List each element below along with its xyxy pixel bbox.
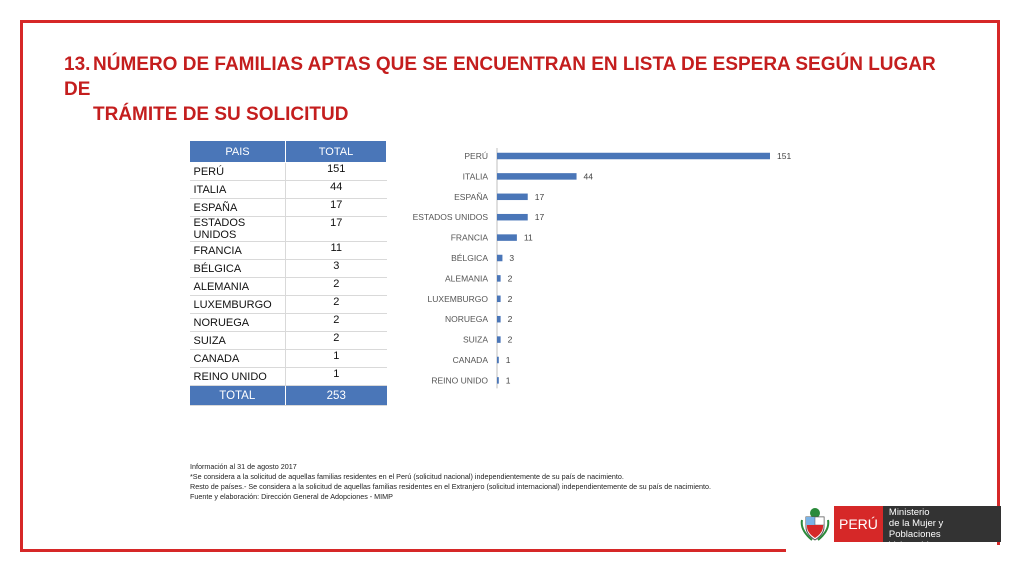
total-label: TOTAL xyxy=(189,385,286,406)
data-label: 2 xyxy=(508,294,513,304)
bar xyxy=(497,377,499,384)
data-label: 151 xyxy=(777,151,791,161)
cell-pais: ITALIA xyxy=(189,180,286,199)
slide-title: 13. NÚMERO DE FAMILIAS APTAS QUE SE ENCUE… xyxy=(64,52,964,127)
table-row: NORUEGA 2 xyxy=(189,313,387,332)
cell-pais: NORUEGA xyxy=(189,313,286,332)
category-label: CANADA xyxy=(453,355,489,365)
category-label: LUXEMBURGO xyxy=(428,294,489,304)
table-body: PERÚ 151 ITALIA 44 ESPAÑA 17 ESTADOS UNIDOS 17 F… xyxy=(189,162,387,406)
cell-pais: ESPAÑA xyxy=(189,198,286,217)
bar xyxy=(497,275,501,282)
bar-chart: PERÚ 151 ITALIA 44 ESPAÑA 17 ESTADOS UNIDOS 17 F… xyxy=(413,148,791,389)
header-pais: PAIS xyxy=(189,140,286,163)
cell-pais: LUXEMBURGO xyxy=(189,295,286,314)
data-label: 2 xyxy=(508,273,513,283)
data-label: 1 xyxy=(506,375,511,385)
title-line-1: NÚMERO DE FAMILIAS APTAS QUE SE ENCUENTR… xyxy=(64,54,936,100)
cell-pais: REINO UNIDO xyxy=(189,367,286,386)
table-row: BÉLGICA 3 xyxy=(189,259,387,278)
peru-badge: PERÚ xyxy=(834,506,883,542)
cell-total: 11 xyxy=(285,241,387,260)
table-row: ESTADOS UNIDOS 17 xyxy=(189,216,387,242)
category-label: ESTADOS UNIDOS xyxy=(413,212,489,222)
data-label: 17 xyxy=(535,212,545,222)
bar xyxy=(497,213,528,221)
title-number: 13. xyxy=(64,54,91,75)
cell-pais: CANADA xyxy=(189,349,286,368)
data-label: 2 xyxy=(508,314,513,324)
data-label: 44 xyxy=(584,171,594,181)
title-line-2: TRÁMITE DE SU SOLICITUD xyxy=(93,104,349,125)
bar xyxy=(497,173,577,180)
cell-total: 2 xyxy=(285,331,387,350)
category-label: ITALIA xyxy=(463,171,489,181)
category-label: BÉLGICA xyxy=(451,253,488,263)
cell-total: 2 xyxy=(285,295,387,314)
table-row: CANADA 1 xyxy=(189,349,387,368)
ministry-name: Ministerio de la Mujer y Poblaciones Vul… xyxy=(882,506,1001,551)
ministry-line-2: de la Mujer y xyxy=(888,518,944,529)
note-date: Información al 31 de agosto 2017 xyxy=(190,462,297,471)
data-table: PAIS TOTAL PERÚ 151 ITALIA 44 ESPAÑA 17 ESTADO… xyxy=(189,140,387,406)
table-row: ITALIA 44 xyxy=(189,180,387,199)
cell-total: 1 xyxy=(285,349,387,368)
header-total: TOTAL xyxy=(285,140,387,163)
ministry-logo: PERÚ Ministerio de la Mujer y Poblacione… xyxy=(800,506,1001,551)
table-row: SUIZA 2 xyxy=(189,331,387,350)
table-row: LUXEMBURGO 2 xyxy=(189,295,387,314)
data-label: 17 xyxy=(535,192,545,202)
table-row: ALEMANIA 2 xyxy=(189,277,387,296)
bar xyxy=(497,254,503,262)
coat-of-arms-icon xyxy=(800,508,830,541)
table-row: ESPAÑA 17 xyxy=(189,198,387,217)
data-label: 11 xyxy=(524,233,533,243)
bar xyxy=(497,356,499,364)
cell-total: 3 xyxy=(285,259,387,278)
table-row: FRANCIA 11 xyxy=(189,241,387,260)
category-label: ESPAÑA xyxy=(454,192,488,202)
bar xyxy=(497,234,517,241)
cell-pais: BÉLGICA xyxy=(189,259,286,278)
ministry-line-3: Poblaciones Vulnerables xyxy=(888,529,941,551)
slide-frame xyxy=(20,20,1000,552)
bar xyxy=(497,295,501,303)
cell-pais: FRANCIA xyxy=(189,241,286,260)
cell-total: 2 xyxy=(285,277,387,296)
bar xyxy=(497,152,770,160)
cell-total: 17 xyxy=(285,198,387,217)
cell-pais: ESTADOS UNIDOS xyxy=(189,216,286,242)
bar xyxy=(497,315,501,323)
frame-gap xyxy=(786,545,1006,557)
cell-total: 2 xyxy=(285,313,387,332)
category-label: ALEMANIA xyxy=(445,273,488,283)
bar xyxy=(497,336,501,343)
cell-pais: PERÚ xyxy=(189,162,286,181)
data-label: 1 xyxy=(506,355,511,365)
cell-total: 1 xyxy=(285,367,387,386)
footnotes: Información al 31 de agosto 2017 *Se con… xyxy=(190,462,711,502)
cell-total: 17 xyxy=(285,216,387,242)
cell-pais: ALEMANIA xyxy=(189,277,286,296)
category-label: FRANCIA xyxy=(451,233,489,243)
data-label: 3 xyxy=(509,253,514,263)
category-label: PERÚ xyxy=(464,151,488,161)
category-label: REINO UNIDO xyxy=(431,375,488,385)
ministry-line-1: Ministerio xyxy=(888,507,930,518)
category-label: SUIZA xyxy=(463,335,488,345)
table-row: REINO UNIDO 1 xyxy=(189,367,387,386)
note-national: *Se considera a la solicitud de aquellas… xyxy=(190,472,624,481)
total-value: 253 xyxy=(285,385,387,406)
note-international: Resto de países.- Se considera a la soli… xyxy=(190,482,711,491)
data-label: 2 xyxy=(508,335,513,345)
cell-total: 44 xyxy=(285,180,387,199)
cell-pais: SUIZA xyxy=(189,331,286,350)
cell-total: 151 xyxy=(285,162,387,181)
table-row: PERÚ 151 xyxy=(189,162,387,181)
table-header-row: PAIS TOTAL xyxy=(189,140,387,163)
note-source: Fuente y elaboración: Dirección General … xyxy=(190,492,393,501)
bar xyxy=(497,193,528,201)
table-total-row: TOTAL 253 xyxy=(189,385,387,406)
category-label: NORUEGA xyxy=(445,314,488,324)
